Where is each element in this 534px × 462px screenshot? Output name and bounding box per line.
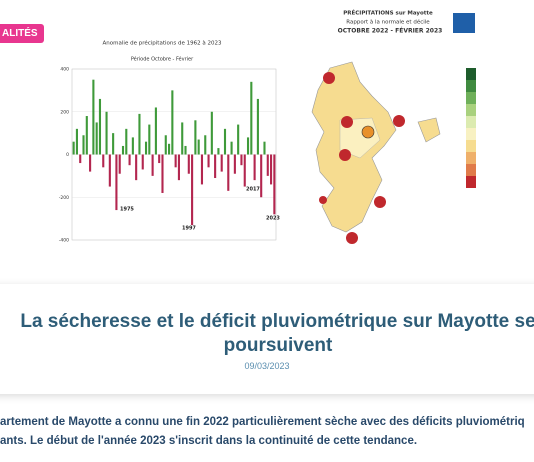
article-title[interactable]: La sécheresse et le déficit pluviométriq… [20, 311, 534, 356]
bar [161, 154, 164, 193]
bar [263, 141, 266, 155]
bar [197, 139, 200, 155]
bar [168, 143, 171, 155]
bar [72, 141, 75, 155]
bar [220, 154, 223, 172]
bar [118, 154, 121, 174]
bar [115, 154, 118, 211]
bar [253, 154, 256, 181]
bar [250, 81, 253, 155]
bar [171, 90, 174, 155]
y-tick-label: 200 [60, 109, 69, 115]
map-title: PRÉCIPITATIONS sur Mayotte [343, 9, 433, 17]
bar [135, 154, 138, 181]
y-tick-label: 400 [60, 67, 69, 73]
bar [164, 135, 167, 155]
y-tick-label: -200 [59, 195, 69, 201]
annotation: 2023 [266, 216, 280, 222]
bar [184, 145, 187, 155]
bar [148, 124, 151, 155]
station-marker [339, 149, 351, 161]
bar [191, 154, 194, 226]
station-marker [374, 196, 386, 208]
station-marker [393, 115, 405, 127]
bar [217, 148, 220, 155]
bar [112, 133, 115, 155]
article-image: Anomalie de précipitations de 1962 à 202… [0, 0, 534, 275]
bar [174, 154, 177, 168]
bar [227, 154, 230, 191]
bar [177, 154, 180, 181]
bar [131, 137, 134, 155]
article-card [0, 284, 534, 394]
bar [187, 154, 190, 174]
bar [273, 154, 276, 215]
bar [125, 128, 128, 155]
bar [270, 154, 273, 185]
bar [154, 107, 157, 155]
bar [82, 135, 85, 155]
station-marker [319, 196, 327, 204]
bar [246, 137, 250, 155]
bar [194, 120, 197, 155]
annotation: 1975 [120, 207, 134, 213]
bar [141, 154, 144, 170]
bar [230, 141, 233, 155]
station-marker [361, 125, 375, 139]
bar [240, 154, 243, 166]
bar [98, 98, 102, 155]
bar [151, 154, 154, 176]
bar [105, 111, 108, 155]
island-petite-terre [417, 117, 441, 143]
bar [243, 154, 246, 187]
bar [138, 113, 141, 155]
color-scale [466, 68, 476, 188]
bar [121, 145, 125, 155]
bar [102, 154, 105, 168]
bar [237, 124, 240, 155]
y-tick-label: 0 [66, 152, 69, 158]
bar [200, 154, 204, 185]
article-date: 09/03/2023 [244, 361, 290, 371]
map-title: Rapport à la normale et décile [346, 19, 430, 26]
bar [79, 154, 82, 164]
station-marker [346, 232, 358, 244]
bar [181, 122, 184, 155]
bar [266, 154, 269, 176]
bar [144, 141, 148, 155]
logo [453, 13, 475, 33]
bar [92, 79, 95, 155]
bar [207, 154, 210, 168]
bar [223, 128, 227, 155]
bar [108, 154, 111, 187]
bar [75, 128, 78, 155]
bar [214, 154, 217, 179]
map-title: OCTOBRE 2022 - FÉVRIER 2023 [338, 27, 443, 35]
article-text: artement de Mayotte a connu une fin 2022… [0, 416, 525, 428]
bar [256, 98, 259, 155]
annotation: 1997 [182, 226, 196, 232]
chart-subtitle: Période Octobre - Février [131, 56, 194, 63]
bar [158, 154, 161, 164]
bar [85, 116, 88, 155]
section-badge[interactable]: ALITÉS [0, 24, 44, 43]
bar [128, 154, 131, 166]
bar [210, 111, 213, 155]
article-text: ants. Le début de l'année 2023 s'inscrit… [0, 435, 418, 447]
annotation: 2017 [246, 187, 260, 193]
bar [204, 135, 207, 155]
image-bg [0, 0, 534, 275]
bar [233, 154, 236, 174]
bar [95, 122, 98, 155]
y-tick-label: -400 [59, 238, 69, 244]
station-marker [341, 116, 353, 128]
bar [260, 154, 263, 198]
station-marker [323, 72, 335, 84]
map [311, 61, 441, 244]
bar [89, 154, 92, 172]
chart-title: Anomalie de précipitations de 1962 à 202… [103, 40, 222, 47]
